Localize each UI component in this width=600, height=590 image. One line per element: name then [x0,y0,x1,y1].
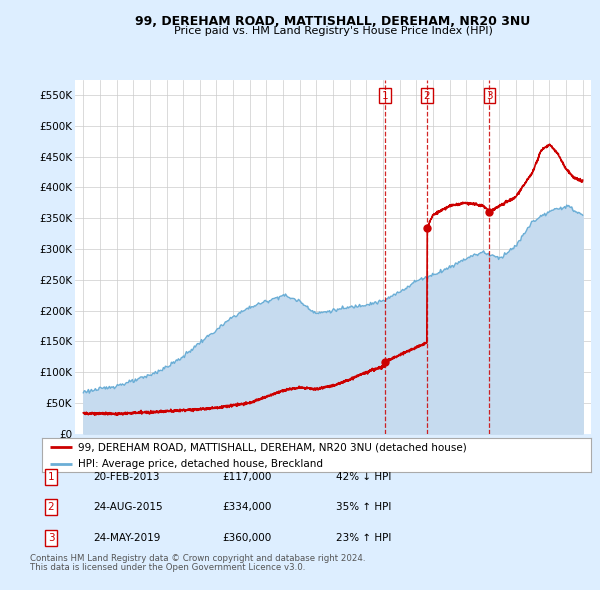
Text: 3: 3 [47,533,55,543]
Text: Contains HM Land Registry data © Crown copyright and database right 2024.: Contains HM Land Registry data © Crown c… [30,554,365,563]
Text: 1: 1 [47,472,55,481]
Text: This data is licensed under the Open Government Licence v3.0.: This data is licensed under the Open Gov… [30,563,305,572]
Text: Price paid vs. HM Land Registry's House Price Index (HPI): Price paid vs. HM Land Registry's House … [173,26,493,36]
Text: £334,000: £334,000 [222,503,271,512]
Text: 42% ↓ HPI: 42% ↓ HPI [336,472,391,481]
Text: HPI: Average price, detached house, Breckland: HPI: Average price, detached house, Brec… [77,460,323,470]
Text: 2: 2 [47,503,55,512]
Text: 99, DEREHAM ROAD, MATTISHALL, DEREHAM, NR20 3NU: 99, DEREHAM ROAD, MATTISHALL, DEREHAM, N… [136,15,530,28]
Text: 24-AUG-2015: 24-AUG-2015 [93,503,163,512]
Text: 2: 2 [424,91,430,100]
Text: 24-MAY-2019: 24-MAY-2019 [93,533,160,543]
Text: 20-FEB-2013: 20-FEB-2013 [93,472,160,481]
Text: 3: 3 [486,91,493,100]
Text: 23% ↑ HPI: 23% ↑ HPI [336,533,391,543]
Text: £360,000: £360,000 [222,533,271,543]
Text: 35% ↑ HPI: 35% ↑ HPI [336,503,391,512]
Text: 99, DEREHAM ROAD, MATTISHALL, DEREHAM, NR20 3NU (detached house): 99, DEREHAM ROAD, MATTISHALL, DEREHAM, N… [77,442,466,453]
Text: 1: 1 [382,91,388,100]
Text: £117,000: £117,000 [222,472,271,481]
